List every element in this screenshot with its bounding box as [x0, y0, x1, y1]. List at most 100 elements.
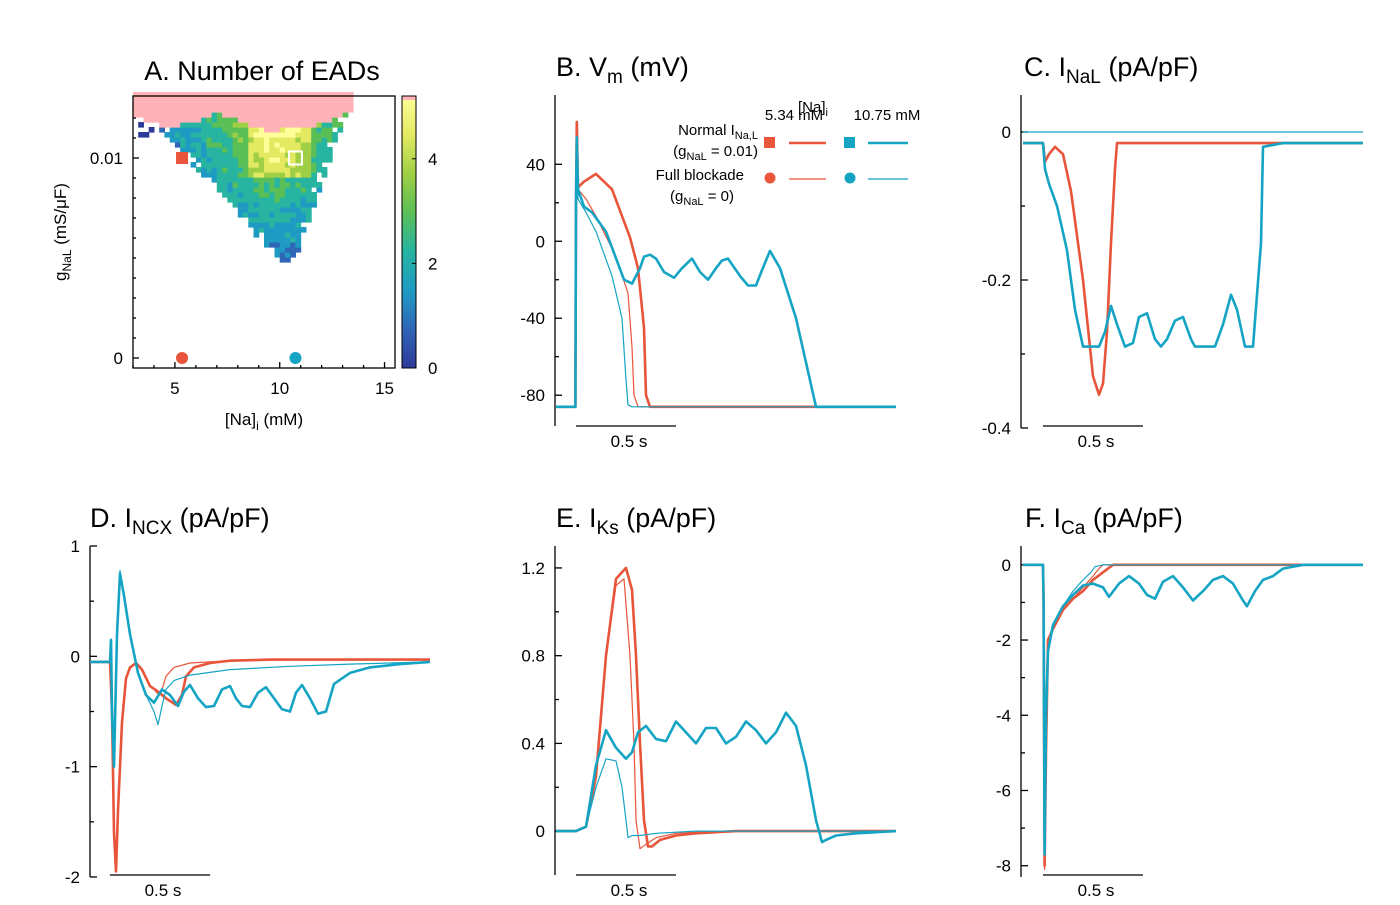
- heatmap-cell: [206, 172, 213, 178]
- heatmap-cell: [211, 152, 218, 158]
- heatmap-cell: [195, 122, 202, 128]
- heatmap-cell: [279, 252, 286, 258]
- heatmap-cell: [274, 202, 281, 208]
- heatmap-cell: [237, 92, 244, 98]
- heatmap-cell: [279, 247, 286, 253]
- heatmap-cell: [337, 127, 344, 133]
- panel-e-title: E. IKs (pA/pF): [556, 503, 716, 539]
- heatmap-cell: [211, 147, 218, 153]
- heatmap-cell: [143, 117, 150, 123]
- heatmap-cell: [274, 152, 281, 158]
- heatmap-cell: [190, 92, 197, 98]
- heatmap-cell: [222, 122, 228, 128]
- heatmap-cell: [190, 127, 197, 133]
- heatmap-cell: [290, 207, 296, 213]
- heatmap-cell: [248, 207, 255, 213]
- heatmap-cell: [243, 207, 249, 213]
- heatmap-cell: [316, 182, 323, 188]
- heatmap-cell: [211, 142, 218, 148]
- heatmap-cell: [285, 242, 291, 248]
- heatmap-cell: [295, 152, 302, 158]
- heatmap-cell: [316, 147, 323, 153]
- heatmap-cell: [279, 177, 286, 183]
- heatmap-cell: [174, 112, 181, 118]
- heatmap-cell: [185, 132, 192, 138]
- heatmap-cell: [253, 172, 260, 178]
- heatmap-cell: [285, 252, 291, 258]
- heatmap-cell: [216, 187, 223, 193]
- heatmap-cell: [227, 132, 234, 138]
- heatmap-cell: [180, 102, 186, 108]
- heatmap-cell: [316, 167, 323, 173]
- heatmap-cell: [311, 112, 317, 118]
- heatmap-cell: [227, 137, 234, 143]
- heatmap-cell: [269, 167, 275, 173]
- heatmap-cell: [185, 97, 192, 103]
- heatmap-cell: [342, 107, 349, 113]
- heatmap-cell: [326, 102, 333, 108]
- heatmap-cell: [258, 217, 265, 223]
- heatmap-cell: [295, 167, 302, 173]
- heatmap-cell: [305, 117, 312, 123]
- heatmap-cell: [253, 212, 260, 218]
- heatmap-cell: [269, 112, 275, 118]
- heatmap-cell: [269, 172, 275, 178]
- heatmap-cell: [311, 197, 317, 203]
- heatmap-cell: [300, 122, 307, 128]
- heatmap-cell: [305, 137, 312, 143]
- heatmap-cell: [285, 97, 291, 103]
- heatmap-cell: [311, 152, 317, 158]
- heatmap-cell: [253, 132, 260, 138]
- heatmap-cell: [148, 117, 155, 123]
- heatmap-cell: [232, 157, 239, 163]
- heatmap-cell: [138, 122, 144, 128]
- heatmap-cell: [269, 207, 275, 213]
- heatmap-cell: [232, 122, 239, 128]
- heatmap-cell: [206, 127, 213, 133]
- heatmap-cell: [211, 97, 218, 103]
- y-tick-label: 0: [71, 647, 80, 666]
- heatmap-cell: [154, 102, 160, 108]
- heatmap-cell: [285, 117, 291, 123]
- heatmap-cell: [148, 112, 155, 118]
- panel-c: C. INaL (pA/pF) 0 -0.2 -0.4 0.5 s: [982, 52, 1363, 451]
- heatmap-cell: [290, 97, 296, 103]
- heatmap-cell: [206, 142, 213, 148]
- heatmap-cell: [321, 132, 328, 138]
- heatmap-cell: [305, 127, 312, 133]
- heatmap-cell: [285, 222, 291, 228]
- heatmap-cell: [274, 182, 281, 188]
- heatmap-cell: [274, 207, 281, 213]
- heatmap-cell: [342, 92, 349, 98]
- heatmap-cell: [248, 102, 255, 108]
- heatmap-cell: [274, 237, 281, 243]
- heatmap-cell: [290, 237, 296, 243]
- heatmap-cell: [227, 177, 234, 183]
- heatmap-cell: [237, 137, 244, 143]
- heatmap-cell: [206, 92, 213, 98]
- heatmap-cell: [216, 182, 223, 188]
- heatmap-cell: [285, 202, 291, 208]
- heatmap-cell: [237, 182, 244, 188]
- heatmap-cell: [248, 97, 255, 103]
- heatmap-cell: [264, 242, 270, 248]
- heatmap-cell: [295, 197, 302, 203]
- heatmap-cell: [232, 132, 239, 138]
- heatmap-cell: [222, 132, 228, 138]
- heatmap-cell: [279, 137, 286, 143]
- heatmap-cell: [148, 107, 155, 113]
- series-line-2: [1023, 564, 1363, 871]
- heatmap-cell: [264, 127, 270, 133]
- heatmap-cell: [169, 112, 176, 118]
- heatmap-cell: [305, 112, 312, 118]
- heatmap-cell: [211, 177, 218, 183]
- heatmap-cell: [169, 122, 176, 128]
- y-tick-label: 0.01: [90, 149, 123, 168]
- heatmap-cell: [185, 117, 192, 123]
- heatmap-cell: [305, 207, 312, 213]
- heatmap-cell: [290, 192, 296, 198]
- heatmap-cell: [321, 147, 328, 153]
- heatmap-cell: [248, 112, 255, 118]
- legend-marker-red-square: [764, 137, 775, 148]
- heatmap-cell: [264, 167, 270, 173]
